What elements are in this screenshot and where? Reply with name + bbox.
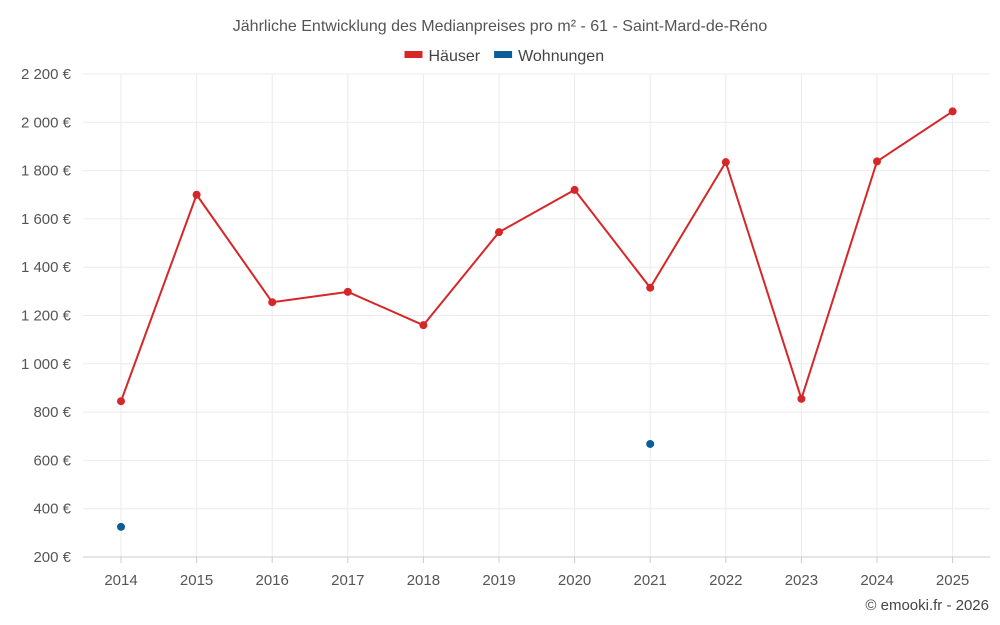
y-tick-label: 1 600 €: [21, 211, 72, 228]
x-tick-label: 2023: [785, 572, 818, 589]
data-point-hauser-2023[interactable]: [797, 394, 806, 403]
legend-label: Wohnungen: [518, 48, 604, 65]
x-tick-label: 2019: [482, 572, 515, 589]
x-tick-label: 2021: [634, 572, 667, 589]
y-tick-label: 2 200 €: [21, 66, 72, 83]
y-tick-label: 1 200 €: [21, 308, 72, 325]
x-tick-label: 2017: [331, 572, 364, 589]
legend: Häuser Wohnungen: [404, 48, 604, 65]
series-layer: [117, 107, 957, 531]
data-point-hauser-2025[interactable]: [948, 107, 957, 116]
series-line-hauser: [120, 110, 954, 402]
data-point-hauser-2024[interactable]: [873, 157, 881, 166]
x-tick-label: 2020: [558, 572, 591, 589]
data-point-hauser-2019[interactable]: [495, 228, 503, 237]
y-tick-label: 1 400 €: [21, 259, 72, 276]
x-tick-label: 2016: [256, 572, 289, 589]
y-tick-label: 2 000 €: [21, 114, 72, 131]
x-tick-label: 2018: [407, 572, 440, 589]
x-tick-label: 2025: [936, 572, 969, 589]
series-wohnungen: [117, 439, 655, 531]
data-point-wohnungen-2014[interactable]: [117, 522, 125, 531]
legend-item-wohnungen[interactable]: Wohnungen: [494, 48, 604, 65]
y-tick-label: 1 800 €: [21, 163, 72, 180]
y-tick-label: 600 €: [33, 452, 71, 469]
y-axis-ticks: 200 € 400 € 600 € 800 € 1 000 € 1 200 € 1 400 …: [21, 66, 72, 566]
y-tick-label: 200 €: [33, 549, 71, 566]
data-point-hauser-2015[interactable]: [192, 190, 201, 199]
y-tick-label: 1 000 €: [21, 356, 72, 373]
data-point-hauser-2014[interactable]: [117, 397, 125, 406]
credit-text: © emooki.fr - 2026: [865, 597, 989, 614]
data-point-wohnungen-2021[interactable]: [646, 439, 655, 448]
grid-lines-horizontal: [83, 73, 990, 558]
grid-lines-vertical: [120, 74, 954, 557]
x-tick-label: 2022: [709, 572, 742, 589]
legend-swatch: [494, 51, 513, 58]
data-point-hauser-2020[interactable]: [570, 185, 579, 194]
data-point-hauser-2021[interactable]: [646, 283, 655, 292]
legend-label: Häuser: [429, 48, 481, 65]
x-axis-ticks: 2014 2015 2016 2017 2018 2019 2020 2021 2022 2023…: [104, 557, 969, 589]
series-hauser: [117, 107, 957, 406]
y-tick-label: 800 €: [33, 404, 71, 421]
y-tick-label: 400 €: [33, 501, 71, 518]
x-tick-label: 2015: [180, 572, 213, 589]
legend-swatch: [404, 51, 423, 58]
x-tick-label: 2024: [860, 572, 893, 589]
data-point-hauser-2016[interactable]: [268, 298, 277, 307]
data-point-hauser-2022[interactable]: [721, 158, 730, 167]
data-point-hauser-2017[interactable]: [343, 287, 352, 296]
x-tick-label: 2014: [104, 572, 137, 589]
chart-title: Jährliche Entwicklung des Medianpreises …: [233, 18, 768, 35]
data-point-hauser-2018[interactable]: [419, 321, 428, 330]
legend-item-hauser[interactable]: Häuser: [404, 48, 481, 65]
